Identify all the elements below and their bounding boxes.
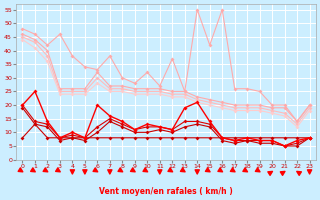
X-axis label: Vent moyen/en rafales ( km/h ): Vent moyen/en rafales ( km/h ) [99, 187, 233, 196]
